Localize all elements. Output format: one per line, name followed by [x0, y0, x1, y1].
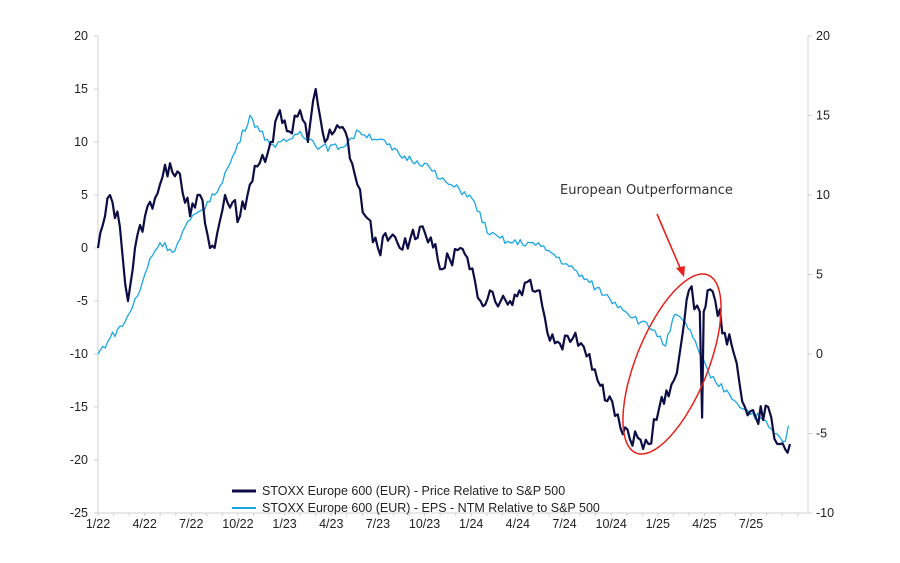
legend-label-price: STOXX Europe 600 (EUR) - Price Relative …: [262, 484, 565, 498]
y-left-tick-label: -15: [70, 400, 88, 414]
legend-label-eps: STOXX Europe 600 (EUR) - EPS - NTM Relat…: [262, 501, 600, 515]
y-left-tick-label: -5: [77, 294, 88, 308]
legend: STOXX Europe 600 (EUR) - Price Relative …: [232, 484, 600, 515]
y-left-tick-label: 15: [74, 82, 88, 96]
y-right-tick-label: 20: [816, 29, 830, 43]
x-tick-label: 1/23: [272, 517, 296, 531]
x-tick-label: 4/23: [319, 517, 343, 531]
y-left-tick-label: -20: [70, 453, 88, 467]
y-right-tick-label: 10: [816, 188, 830, 202]
y-right-tick-label: 5: [816, 268, 823, 282]
y-left-tick-label: 20: [74, 29, 88, 43]
x-tick-label: 1/24: [459, 517, 483, 531]
arrowhead-icon: [676, 266, 685, 277]
x-tick-label: 10/23: [409, 517, 440, 531]
x-tick-label: 7/23: [366, 517, 390, 531]
annotation-text: European Outperformance: [560, 183, 733, 198]
y-left-tick-label: 0: [81, 241, 88, 255]
annotation: European Outperformance: [560, 183, 733, 455]
x-tick-label: 7/24: [552, 517, 576, 531]
x-tick-label: 10/22: [222, 517, 253, 531]
y-left-tick-label: -25: [70, 506, 88, 520]
x-tick-label: 7/25: [739, 517, 763, 531]
x-tick-label: 4/22: [132, 517, 156, 531]
highlight-ellipse: [622, 273, 722, 455]
x-tick-label: 7/22: [179, 517, 203, 531]
y-right-tick-label: -5: [816, 427, 827, 441]
series-line-price: [96, 87, 792, 454]
series-line-eps: [97, 114, 790, 443]
y-right-tick-label: 0: [816, 347, 823, 361]
annotation-arrow: [656, 213, 682, 271]
x-tick-label: 1/22: [86, 517, 110, 531]
y-right-tick-label: -10: [816, 506, 834, 520]
y-right-tick-label: 15: [816, 109, 830, 123]
x-tick-label: 10/24: [596, 517, 627, 531]
y-left-tick-label: -10: [70, 347, 88, 361]
y-left-tick-label: 5: [81, 188, 88, 202]
y-left-tick-label: 10: [74, 135, 88, 149]
x-tick-label: 4/24: [506, 517, 530, 531]
x-tick-label: 1/25: [646, 517, 670, 531]
x-tick-label: 4/25: [692, 517, 716, 531]
